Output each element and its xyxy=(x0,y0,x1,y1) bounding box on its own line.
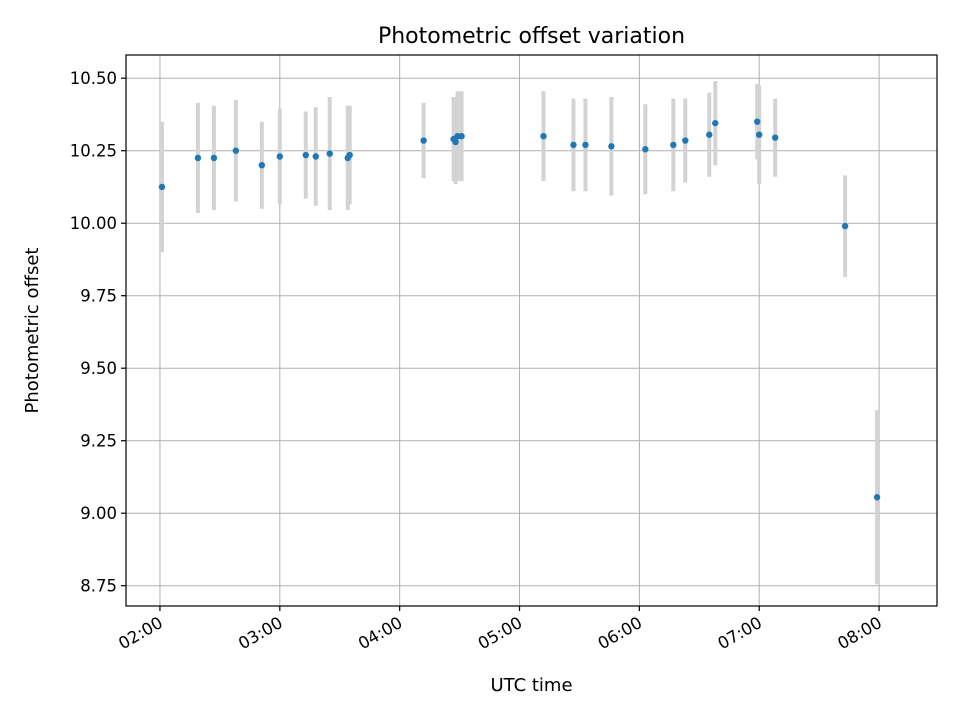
y-tick-label: 9.00 xyxy=(80,504,117,523)
y-axis-ticks: 8.75 9.00 9.25 9.50 9.75 10.00 10.25 10.50 xyxy=(70,69,126,596)
data-points xyxy=(158,118,881,501)
data-point xyxy=(712,119,719,127)
data-point xyxy=(873,494,881,501)
y-tick-label: 9.75 xyxy=(80,287,117,306)
data-point xyxy=(682,137,689,144)
y-tick-label: 8.75 xyxy=(80,577,117,596)
data-point xyxy=(582,141,589,149)
data-point xyxy=(158,183,166,191)
data-point xyxy=(312,153,319,160)
data-point xyxy=(754,118,761,125)
data-point xyxy=(420,137,427,144)
y-tick-label: 10.50 xyxy=(70,69,117,88)
data-point xyxy=(210,154,218,162)
data-point xyxy=(608,143,615,150)
y-tick-label: 9.50 xyxy=(80,359,117,378)
chart-title: Photometric offset variation xyxy=(378,24,685,49)
data-point xyxy=(670,141,677,149)
data-point xyxy=(194,154,202,162)
data-point xyxy=(458,133,465,140)
data-point xyxy=(706,131,713,138)
data-point xyxy=(771,134,779,141)
data-point xyxy=(540,133,547,140)
data-point xyxy=(452,138,459,146)
y-tick-label: 9.25 xyxy=(80,432,117,451)
x-axis-label: UTC time xyxy=(490,675,572,696)
y-axis-label: Photometric offset xyxy=(22,248,43,414)
data-point xyxy=(570,141,577,149)
y-tick-label: 10.00 xyxy=(70,214,117,233)
data-point xyxy=(841,222,849,230)
data-point xyxy=(326,150,333,157)
data-point xyxy=(302,151,309,159)
data-point xyxy=(346,151,353,159)
data-point xyxy=(232,147,240,154)
data-point xyxy=(276,153,284,160)
plot-frame xyxy=(125,54,938,607)
data-point xyxy=(642,146,649,153)
data-point xyxy=(756,131,763,138)
y-tick-label: 10.25 xyxy=(70,142,117,161)
data-point xyxy=(258,162,266,169)
